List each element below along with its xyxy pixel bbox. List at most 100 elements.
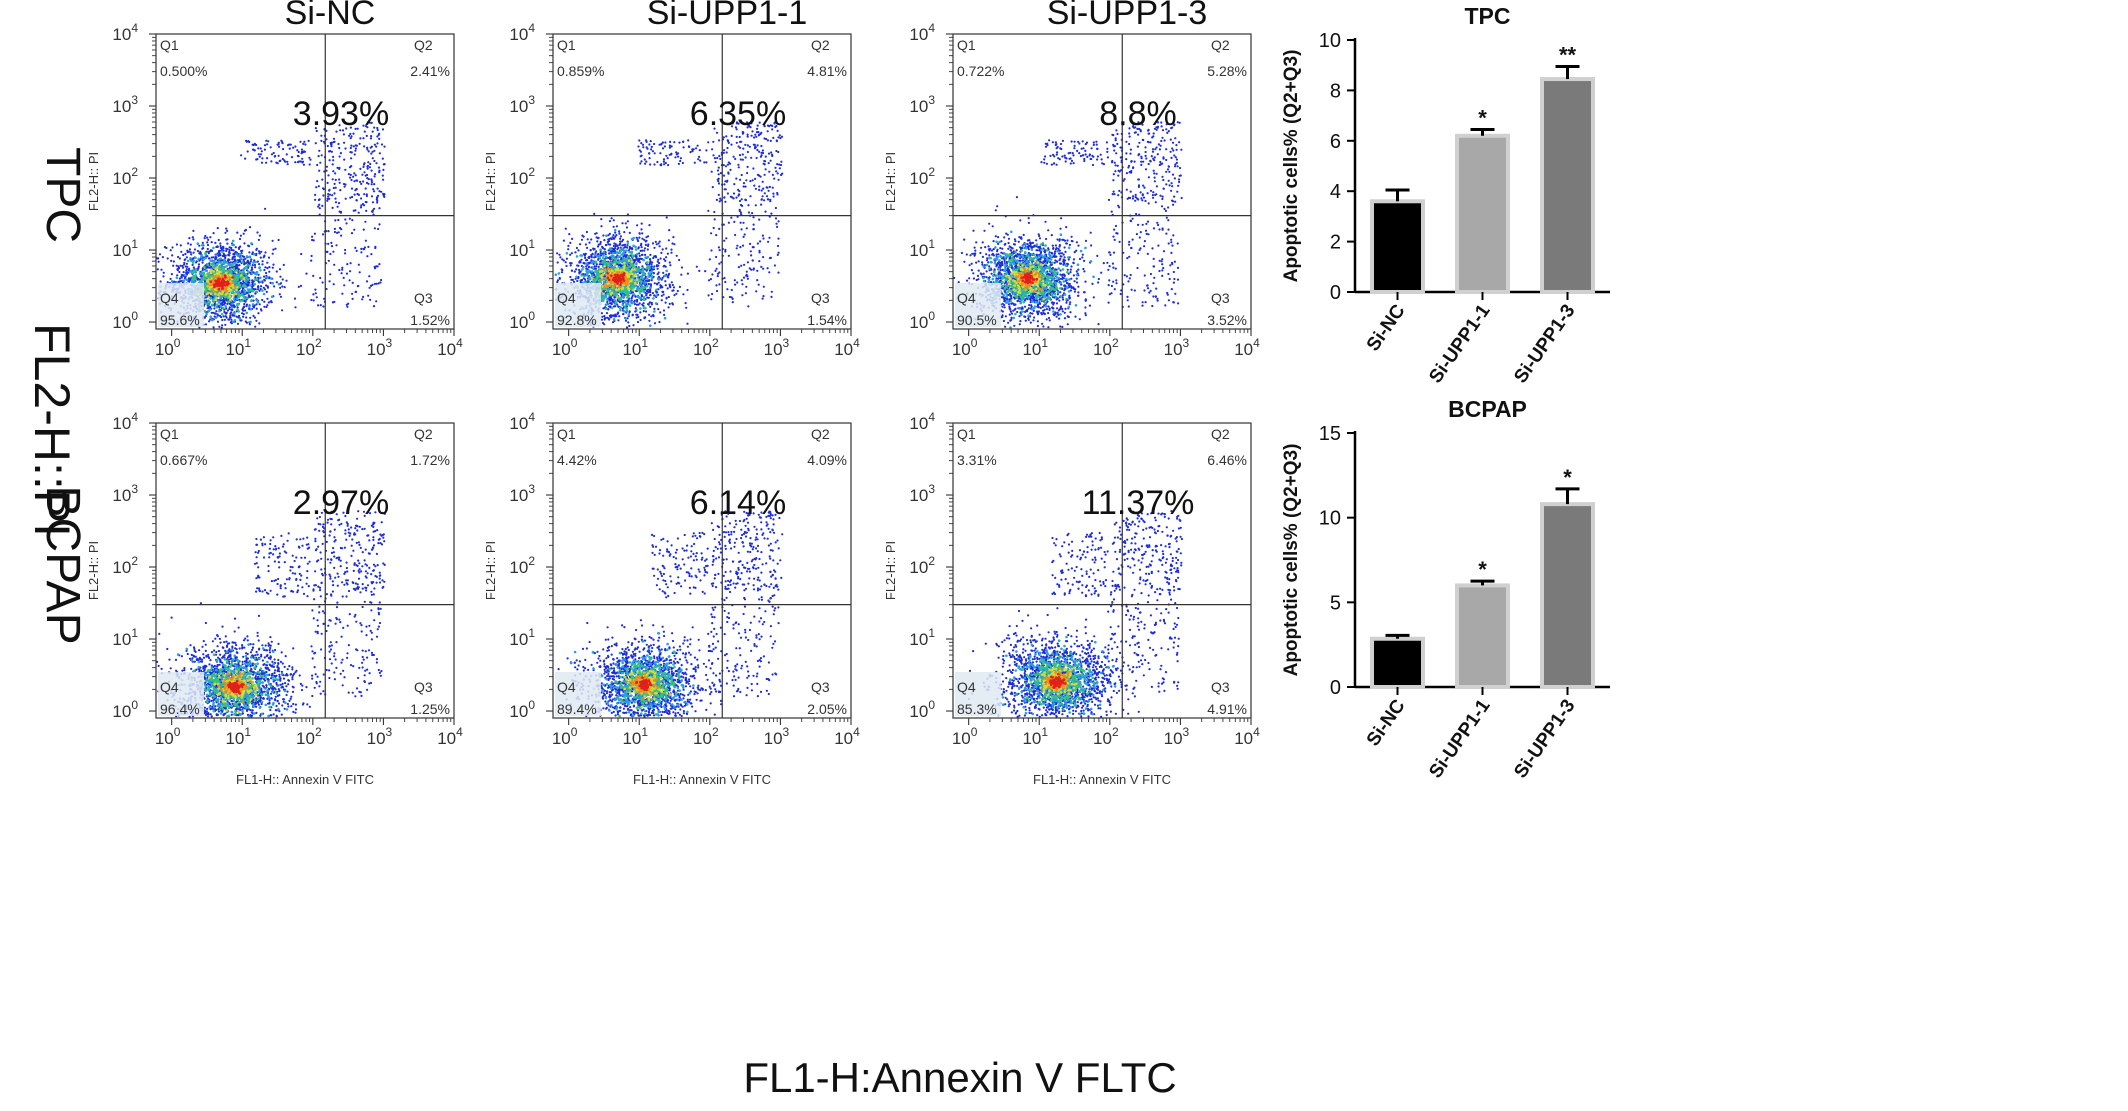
event-dot bbox=[330, 141, 333, 144]
event-dot bbox=[618, 243, 621, 246]
event-dot bbox=[346, 305, 349, 308]
event-dot bbox=[615, 251, 618, 254]
event-dot bbox=[625, 326, 629, 329]
event-dot bbox=[629, 280, 633, 283]
event-dot bbox=[673, 243, 676, 246]
event-dot bbox=[613, 237, 616, 240]
event-dot bbox=[618, 315, 621, 318]
event-dot bbox=[272, 263, 275, 266]
event-dot bbox=[349, 270, 352, 273]
event-dot bbox=[197, 277, 200, 280]
event-dot bbox=[218, 253, 221, 256]
event-dot bbox=[636, 298, 639, 302]
q4-value: 95.6% bbox=[160, 312, 200, 328]
event-dot bbox=[630, 237, 634, 241]
event-dot bbox=[631, 285, 635, 289]
event-dot bbox=[270, 153, 274, 156]
event-dot bbox=[275, 270, 278, 273]
event-dot bbox=[633, 299, 636, 302]
event-dot bbox=[598, 270, 602, 273]
event-dot bbox=[278, 268, 282, 271]
event-dot bbox=[224, 276, 227, 279]
event-dot bbox=[647, 272, 651, 276]
event-dot bbox=[307, 139, 310, 142]
event-dot bbox=[224, 231, 227, 234]
q2-value: 2.41% bbox=[410, 63, 450, 79]
event-dot bbox=[221, 275, 224, 278]
event-dot bbox=[371, 210, 374, 213]
event-dot bbox=[263, 288, 267, 291]
event-dot bbox=[235, 277, 238, 280]
event-dot bbox=[340, 228, 343, 231]
event-dot bbox=[614, 258, 618, 262]
event-dot bbox=[643, 268, 647, 271]
event-dot bbox=[258, 263, 261, 266]
event-dot bbox=[584, 256, 587, 259]
event-dot bbox=[192, 251, 195, 254]
event-dot bbox=[213, 312, 216, 315]
event-dot bbox=[267, 256, 271, 259]
event-dot bbox=[192, 229, 195, 232]
event-dot bbox=[381, 174, 384, 177]
event-dot bbox=[332, 137, 336, 140]
event-dot bbox=[244, 280, 248, 284]
event-dot bbox=[621, 303, 625, 307]
event-dot bbox=[314, 198, 317, 201]
event-dot bbox=[231, 281, 234, 285]
event-dot bbox=[369, 298, 372, 301]
event-dot bbox=[220, 312, 224, 316]
event-dot bbox=[607, 239, 611, 243]
event-dot bbox=[668, 285, 672, 288]
event-dot bbox=[644, 310, 648, 313]
event-dot bbox=[590, 254, 593, 258]
event-dot bbox=[361, 173, 364, 176]
event-dot bbox=[569, 241, 572, 244]
event-dot bbox=[290, 156, 294, 159]
event-dot bbox=[349, 173, 352, 176]
event-dot bbox=[255, 158, 258, 161]
event-dot bbox=[209, 271, 213, 275]
event-dot bbox=[383, 145, 386, 148]
event-dot bbox=[253, 282, 256, 286]
event-dot bbox=[197, 263, 201, 266]
event-dot bbox=[376, 199, 379, 202]
event-dot bbox=[201, 269, 204, 272]
event-dot bbox=[602, 250, 606, 254]
event-dot bbox=[217, 284, 221, 288]
event-dot bbox=[615, 315, 618, 318]
event-dot bbox=[357, 263, 360, 266]
event-dot bbox=[261, 263, 264, 266]
event-dot bbox=[327, 174, 330, 177]
event-dot bbox=[194, 256, 197, 260]
event-dot bbox=[224, 293, 228, 296]
event-dot bbox=[218, 301, 221, 304]
event-dot bbox=[242, 305, 245, 308]
event-dot bbox=[208, 250, 212, 253]
event-dot bbox=[270, 301, 273, 304]
event-dot bbox=[263, 279, 266, 282]
event-dot bbox=[242, 294, 245, 298]
event-dot bbox=[233, 269, 237, 273]
event-dot bbox=[624, 319, 628, 322]
event-dot bbox=[265, 139, 268, 142]
event-dot bbox=[623, 231, 626, 234]
event-dot bbox=[631, 313, 634, 316]
event-dot bbox=[355, 249, 358, 252]
event-dot bbox=[377, 133, 380, 137]
event-dot bbox=[374, 173, 377, 176]
event-dot bbox=[622, 238, 625, 241]
event-dot bbox=[603, 248, 606, 251]
event-dot bbox=[204, 234, 207, 238]
event-dot bbox=[365, 173, 369, 177]
event-dot bbox=[350, 232, 354, 235]
event-dot bbox=[364, 220, 367, 223]
event-dot bbox=[226, 283, 229, 287]
event-dot bbox=[640, 246, 643, 249]
event-dot bbox=[247, 270, 250, 273]
event-dot bbox=[227, 253, 230, 256]
event-dot bbox=[260, 285, 263, 288]
event-dot bbox=[334, 178, 337, 181]
event-dot bbox=[609, 302, 613, 305]
event-dot bbox=[246, 150, 249, 153]
event-dot bbox=[630, 297, 633, 300]
